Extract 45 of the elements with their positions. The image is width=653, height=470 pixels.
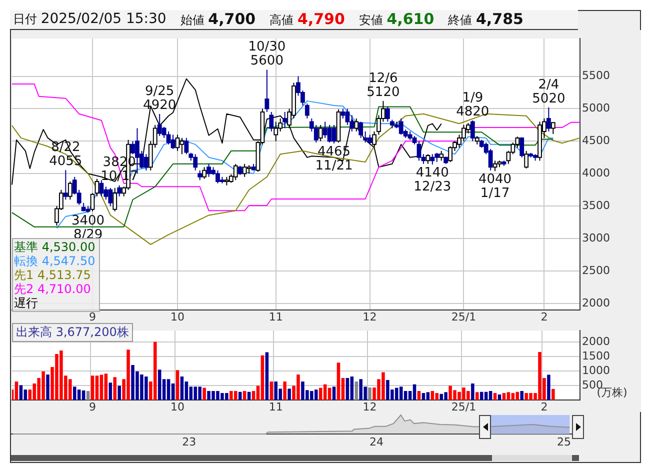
- text: 遅行: [14, 296, 39, 310]
- series-label: 基準 4,530.00: [14, 240, 96, 254]
- annotation: 2/4 5020: [532, 77, 566, 106]
- text: 先2 4,710.00: [14, 282, 92, 296]
- x-tick-label: 24: [370, 435, 384, 448]
- text: 終値 4,785: [448, 10, 524, 29]
- y-tick-label: 3000: [582, 231, 610, 244]
- x-tick-label: 11: [268, 310, 283, 324]
- annotation: 4140 12/23: [414, 165, 452, 194]
- y-tick-label: 4500: [582, 134, 610, 148]
- y-tick-label: 3500: [582, 198, 610, 212]
- x-tick-label: 25/1: [451, 400, 476, 414]
- y-tick-label: 4000: [582, 166, 610, 180]
- y-tick-label: 5500: [582, 69, 610, 82]
- x-tick-label: 25/1: [451, 310, 476, 324]
- annotation: 9/25 4920: [143, 84, 176, 113]
- y-tick-label: 2000: [582, 335, 610, 348]
- y-tick-label: 1500: [582, 349, 610, 362]
- y-tick-label: 2500: [582, 264, 610, 277]
- text: 先1 4,513.75: [14, 268, 92, 282]
- x-tick-label: 23: [182, 435, 196, 448]
- y-tick-label: 5000: [582, 102, 610, 115]
- y-tick-label: 1000: [582, 364, 610, 377]
- x-tick-label: 9: [89, 400, 96, 414]
- text: 転換 4,547.50: [14, 254, 96, 268]
- annotation: 4040 1/17: [478, 172, 512, 201]
- text: 日付 2025/02/05 15:30: [13, 11, 166, 28]
- x-tick-label: 10: [170, 310, 184, 324]
- annotation: 1/9 4820: [456, 90, 490, 120]
- x-tick-label: 2: [540, 400, 548, 414]
- x-tick-label: 2: [540, 310, 548, 324]
- x-tick-label: 12: [362, 310, 377, 324]
- x-tick-label: 9: [89, 310, 96, 324]
- annotation: 12/6 5120: [366, 70, 400, 100]
- text: 安値 4,610: [358, 10, 434, 29]
- y-axis-title: (万株): [596, 386, 628, 400]
- x-tick-label: 11: [268, 400, 283, 414]
- text: 始値 4,700: [180, 10, 256, 29]
- x-tick-label: 25: [557, 435, 572, 448]
- x-tick-label: 10: [170, 400, 184, 414]
- text: 高値 4,790: [270, 10, 345, 29]
- x-tick-label: 12: [362, 400, 377, 414]
- chart-title: 出来高 3,677,200株: [12, 323, 133, 342]
- annotation: 10/30 5600: [248, 40, 286, 69]
- y-tick-label: 2000: [582, 296, 610, 310]
